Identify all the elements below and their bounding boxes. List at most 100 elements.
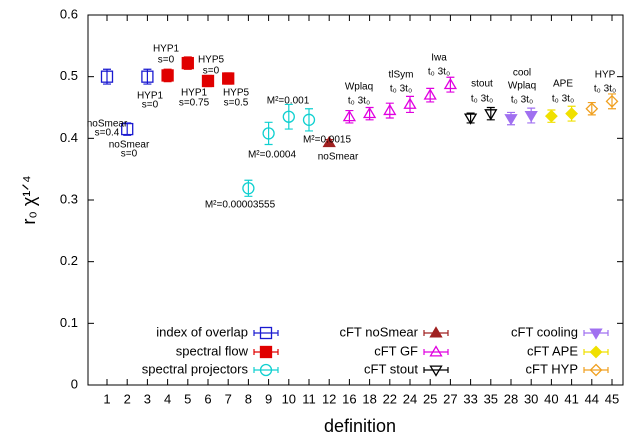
error-bar xyxy=(587,101,596,116)
annotation: HYP1 xyxy=(137,91,164,102)
legend-label: spectral projectors xyxy=(142,361,249,376)
legend-label: cFT APE xyxy=(527,343,578,358)
marker xyxy=(544,109,558,123)
marker xyxy=(222,72,235,85)
marker xyxy=(201,74,215,88)
annotation: stout xyxy=(471,79,493,90)
legend-label: cFT GF xyxy=(374,343,418,358)
marker xyxy=(565,107,579,121)
x-tick-label: 25 xyxy=(423,391,437,406)
y-tick-label: 0.4 xyxy=(60,130,78,145)
marker xyxy=(121,122,134,136)
annotation: M²=0.0004 xyxy=(248,150,297,161)
marker xyxy=(259,326,273,340)
x-tick-label: 8 xyxy=(245,391,252,406)
legend-label: cFT HYP xyxy=(526,361,579,376)
x-tick-label: 30 xyxy=(524,391,538,406)
x-tick-label: 9 xyxy=(265,391,272,406)
marker xyxy=(589,328,603,340)
marker xyxy=(362,106,377,119)
marker xyxy=(429,345,443,357)
error-bar xyxy=(305,108,313,132)
marker xyxy=(504,114,518,126)
y-axis-label: r₀ χ¹ᐟ⁴ xyxy=(19,175,39,224)
x-tick-label: 44 xyxy=(585,391,599,406)
y-tick-label: 0.2 xyxy=(60,253,78,268)
x-tick-label: 27 xyxy=(443,391,457,406)
marker xyxy=(383,103,397,116)
marker xyxy=(161,69,174,82)
marker xyxy=(282,110,295,123)
annotation: M²=0.0015 xyxy=(303,135,352,146)
annotation: APE xyxy=(553,79,573,90)
marker xyxy=(589,363,603,377)
marker xyxy=(585,102,599,116)
legend-label: cFT noSmear xyxy=(339,324,418,339)
x-tick-label: 18 xyxy=(362,391,376,406)
legend-label: index of overlap xyxy=(156,324,248,339)
annotation: t₀ 3t₀ xyxy=(511,95,533,106)
x-tick-label: 2 xyxy=(124,391,131,406)
marker xyxy=(322,135,336,148)
error-bar xyxy=(284,103,293,130)
y-tick-label: 0 xyxy=(71,376,78,391)
x-tick-label: 45 xyxy=(605,391,619,406)
marker xyxy=(605,94,619,108)
marker xyxy=(423,88,437,100)
annotation: HYP1 xyxy=(153,44,180,55)
x-tick-label: 40 xyxy=(544,391,558,406)
annotation: noSmear xyxy=(318,152,359,163)
x-tick-label: 35 xyxy=(484,391,498,406)
marker xyxy=(342,109,357,122)
x-tick-label: 24 xyxy=(403,391,417,406)
annotation: s=0 xyxy=(142,100,159,111)
marker xyxy=(302,113,316,126)
error-bar xyxy=(264,121,273,146)
legend-line xyxy=(423,349,449,355)
legend-line xyxy=(253,367,279,373)
y-tick-label: 0.1 xyxy=(60,315,78,330)
x-tick-label: 12 xyxy=(322,391,336,406)
legend-label: spectral flow xyxy=(176,343,249,358)
annotation: s=0.75 xyxy=(179,98,210,109)
annotation: s=0 xyxy=(203,66,220,77)
y-tick-label: 0.3 xyxy=(60,191,78,206)
annotation: noSmear xyxy=(87,119,128,130)
marker xyxy=(141,70,154,83)
x-tick-label: 3 xyxy=(144,391,151,406)
x-tick-label: 5 xyxy=(184,391,191,406)
y-tick-label: 0.5 xyxy=(60,68,78,83)
annotation: tlSym xyxy=(389,70,414,81)
x-tick-label: 41 xyxy=(564,391,578,406)
x-tick-label: 11 xyxy=(302,391,316,406)
annotation: noSmear xyxy=(109,140,150,151)
annotation: s=0 xyxy=(158,55,175,66)
annotation: s=0.4 xyxy=(95,128,120,139)
marker xyxy=(429,326,443,338)
marker xyxy=(242,182,255,195)
annotation: Wplaq xyxy=(345,82,373,93)
x-tick-label: 4 xyxy=(164,391,171,406)
annotation: HYP1 xyxy=(181,88,208,99)
marker xyxy=(181,56,194,70)
annotation: Wplaq xyxy=(508,81,536,92)
x-axis-label: definition xyxy=(324,416,396,436)
annotation: cool xyxy=(513,68,531,79)
x-tick-label: 1 xyxy=(103,391,110,406)
annotation: s=0.5 xyxy=(224,98,249,109)
marker xyxy=(429,365,443,377)
annotation: t₀ 3t₀ xyxy=(348,96,370,107)
x-tick-label: 10 xyxy=(282,391,296,406)
annotation: HYP5 xyxy=(223,88,250,99)
annotation: HYP xyxy=(595,70,616,81)
annotation: t₀ 3t₀ xyxy=(428,67,450,78)
marker xyxy=(403,97,417,109)
marker xyxy=(589,345,603,359)
marker xyxy=(259,363,273,377)
legend-line xyxy=(253,330,279,336)
legend-label: cFT stout xyxy=(364,361,418,376)
annotation: t₀ 3t₀ xyxy=(390,84,412,95)
marker xyxy=(259,345,273,359)
annotation: s=0 xyxy=(121,149,138,160)
